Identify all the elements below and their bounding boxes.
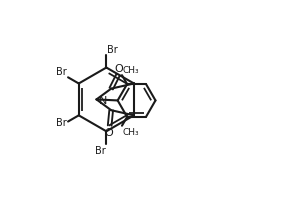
Text: O: O [104, 128, 113, 138]
Text: N: N [99, 96, 107, 106]
Text: Br: Br [108, 45, 118, 55]
Text: CH₃: CH₃ [123, 127, 139, 136]
Text: Br: Br [56, 118, 67, 128]
Text: CH₃: CH₃ [123, 66, 139, 75]
Text: Br: Br [56, 67, 67, 77]
Text: Br: Br [95, 146, 106, 156]
Text: O: O [115, 64, 124, 74]
